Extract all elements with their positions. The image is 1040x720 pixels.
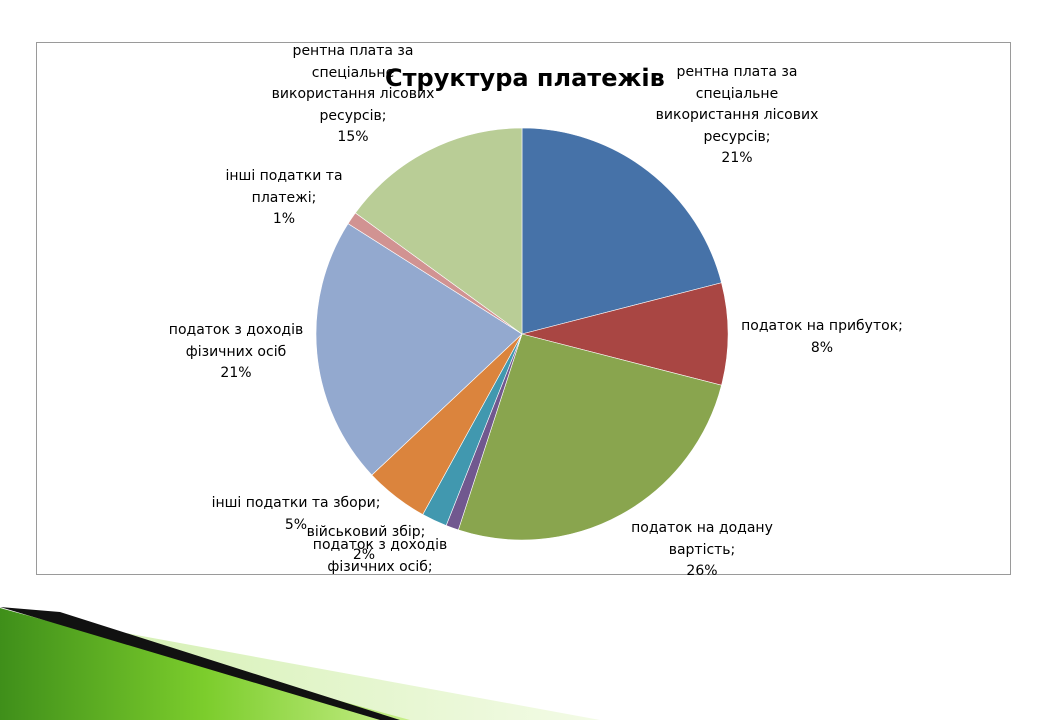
data-label-line: 26% <box>686 563 718 579</box>
data-label-line: військовий збір; <box>306 524 426 540</box>
data-label-line: фізичних осіб <box>185 343 287 360</box>
pie-slice-6 <box>315 223 523 476</box>
data-label-line: ресурсів; <box>703 128 771 145</box>
chart-title: Структура платежів <box>385 64 665 92</box>
data-label-line: інші податки та збори; <box>211 495 381 511</box>
data-label-5: 2% <box>353 545 375 567</box>
data-label-7: податок з доходів фізичних осіб 21% <box>169 320 303 385</box>
data-label-4: податок з доходів фізичних осіб; <box>313 535 447 578</box>
data-label-line: 21% <box>220 365 252 381</box>
pie-slice-1 <box>521 282 729 386</box>
data-label-line: податок на прибуток; <box>741 318 903 334</box>
data-label-line: вартість; <box>668 541 736 558</box>
data-label-line: 21% <box>721 150 753 166</box>
data-label-9: рентна плата за спеціальне використання лі… <box>272 41 435 149</box>
data-label-6: інші податки та збори; 5% <box>212 493 381 536</box>
data-label-line: 8% <box>810 339 834 356</box>
data-label-line: спеціальне <box>695 85 779 102</box>
pie-slice-0 <box>521 127 722 335</box>
data-label-line: використання лісових <box>271 86 435 102</box>
data-label-line: спеціальне <box>311 64 395 81</box>
data-label-line: податок з доходів <box>168 322 304 338</box>
data-label-line: рентна плата за <box>676 64 798 80</box>
data-label-line: податок з доходів <box>312 537 448 553</box>
pie-slice-8 <box>354 127 523 335</box>
data-label-line: 1% <box>272 211 296 227</box>
data-label-line: ресурсів; <box>319 107 387 124</box>
data-label-3: військовий збір; <box>307 522 426 544</box>
data-label-line: податок на додану <box>631 520 773 536</box>
pie-slice-2 <box>457 333 722 541</box>
data-label-line: використання лісових <box>655 107 819 123</box>
data-label-line: інші податки та <box>225 168 343 184</box>
data-label-line: платежі; <box>251 189 317 206</box>
data-label-line: рентна плата за <box>292 43 414 59</box>
data-label-line: 5% <box>284 516 308 533</box>
data-label-line: 15% <box>337 129 369 145</box>
data-label-line: фізичних осіб; <box>327 558 433 575</box>
data-label-0: рентна плата за спеціальне використання лі… <box>656 62 819 170</box>
data-label-line: 2% <box>352 547 376 563</box>
black-stripe <box>0 607 400 720</box>
data-label-1: податок на прибуток; 8% <box>741 316 903 359</box>
data-label-8: інші податки та платежі; 1% <box>225 166 342 231</box>
data-label-2: податок на додану вартість; 26% <box>631 518 773 583</box>
